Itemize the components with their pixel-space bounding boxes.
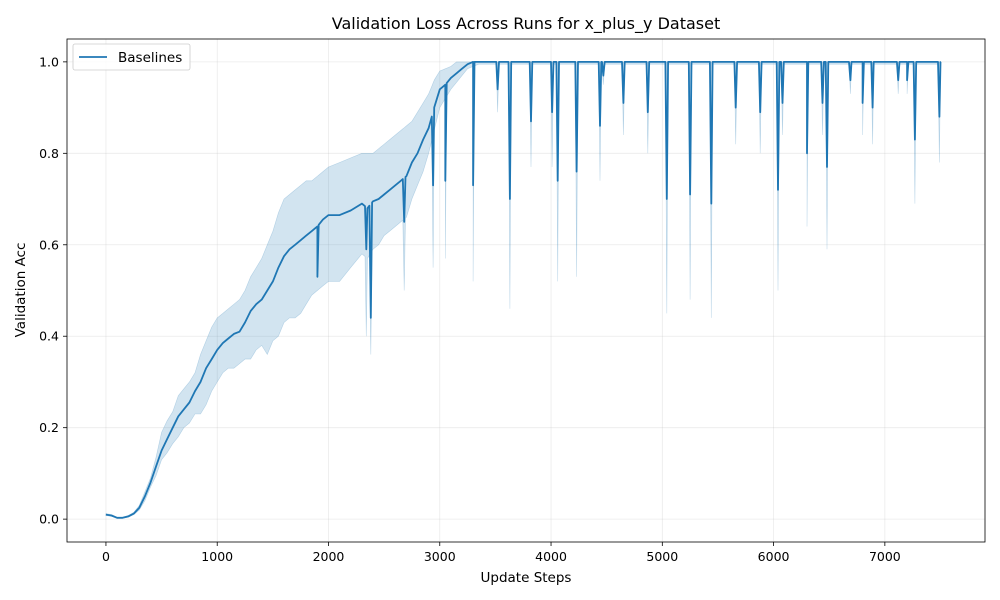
legend-label: Baselines [118,50,182,66]
x-tick-label: 4000 [535,549,567,564]
x-tick-label: 1000 [201,549,233,564]
x-tick-label: 6000 [758,549,790,564]
y-tick-label: 0.0 [39,512,59,527]
y-axis-label: Validation Acc [13,243,29,338]
series-band-baselines [105,61,941,519]
x-tick-label: 7000 [869,549,901,564]
x-tick-label: 2000 [313,549,345,564]
series-line-layer [105,61,942,519]
x-tick-label: 0 [102,549,110,564]
x-axis-label: Update Steps [481,570,572,586]
y-tick-label: 0.2 [39,420,59,435]
grid-layer [67,39,985,542]
x-tick-label: 3000 [424,549,456,564]
y-tick-label: 0.4 [39,329,59,344]
legend: Baselines [72,43,191,71]
series-line-baselines [105,61,942,519]
confidence-band-layer [105,61,941,519]
plot-frame [66,38,986,543]
y-tick-label: 0.6 [39,237,59,252]
legend-box [72,43,191,71]
y-tick-label: 0.8 [39,146,59,161]
chart-title: Validation Loss Across Runs for x_plus_y… [332,14,720,34]
tick-layer: 0 1000 2000 3000 4000 5000 6000 7000 0.0 0.2 0.4 0.… [39,54,901,564]
x-tick-label: 5000 [646,549,678,564]
y-tick-label: 1.0 [39,54,59,69]
